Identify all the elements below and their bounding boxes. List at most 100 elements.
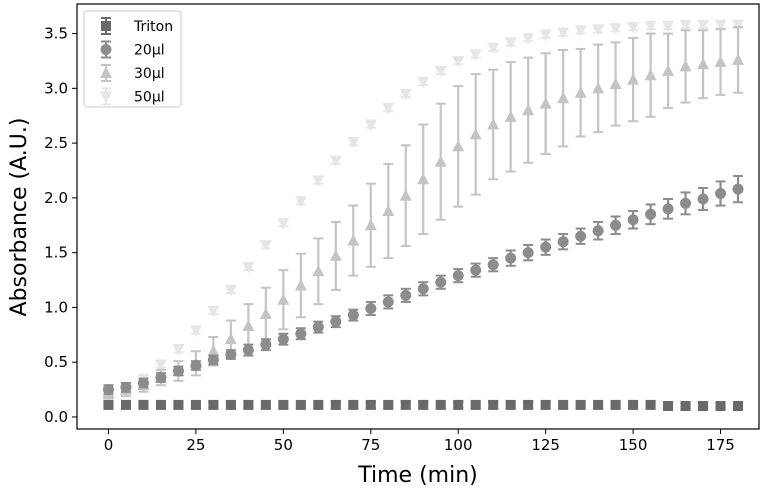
data-point	[505, 252, 517, 264]
data-point	[610, 399, 621, 410]
data-point	[627, 214, 639, 226]
data-point	[504, 110, 517, 122]
legend-label: Triton	[133, 19, 173, 35]
x-tick-label: 75	[361, 436, 380, 454]
data-point	[697, 193, 709, 205]
x-tick-label: 50	[274, 436, 293, 454]
data-point	[295, 399, 306, 410]
data-point	[470, 264, 482, 276]
data-point	[102, 384, 114, 396]
data-point	[662, 20, 675, 33]
data-point	[418, 399, 429, 410]
data-point	[348, 399, 359, 410]
data-point	[207, 344, 220, 357]
data-point	[312, 175, 325, 187]
data-point	[173, 399, 184, 410]
data-point	[644, 68, 657, 81]
data-point	[627, 22, 640, 34]
data-point	[417, 76, 430, 89]
data-point	[714, 19, 727, 32]
data-point	[399, 88, 412, 101]
data-point	[330, 316, 342, 328]
data-point	[365, 303, 377, 315]
series-1	[103, 399, 744, 411]
data-point	[575, 399, 586, 410]
data-point	[329, 249, 342, 261]
data-point	[294, 196, 307, 208]
series-2	[102, 174, 744, 396]
y-tick-label: 2.0	[44, 189, 68, 207]
legend-entry: 20µl	[100, 40, 165, 59]
data-point	[329, 155, 342, 168]
data-point	[522, 247, 534, 259]
data-point	[540, 241, 552, 253]
data-point	[628, 399, 639, 410]
data-point	[259, 307, 272, 319]
legend-marker	[100, 44, 112, 55]
x-axis-label: Time (min)	[357, 463, 478, 488]
y-tick-label: 0.5	[44, 353, 68, 371]
data-point	[452, 55, 465, 68]
data-point	[330, 399, 341, 410]
data-point	[382, 204, 395, 217]
data-point	[539, 29, 552, 42]
data-point	[504, 37, 517, 49]
data-point	[225, 349, 237, 361]
data-point	[190, 359, 202, 371]
data-point	[697, 57, 710, 70]
data-point	[663, 400, 674, 411]
data-point	[557, 91, 570, 104]
data-point	[208, 399, 219, 410]
data-point	[155, 372, 167, 384]
data-point	[224, 332, 237, 345]
data-point	[505, 399, 516, 410]
data-point	[365, 399, 376, 410]
data-point	[103, 399, 114, 410]
data-point	[592, 81, 605, 94]
data-point	[242, 261, 255, 274]
data-point	[190, 399, 201, 410]
y-tick-label: 1.0	[44, 298, 68, 316]
data-point	[540, 399, 551, 410]
data-point	[574, 25, 587, 37]
data-point	[260, 339, 272, 351]
data-point	[347, 234, 360, 246]
data-point	[662, 64, 675, 76]
x-tick-label: 175	[706, 436, 735, 454]
legend-entry: 30µl	[100, 64, 165, 82]
series-layer	[102, 19, 745, 411]
data-point	[259, 239, 272, 252]
data-point	[539, 97, 552, 109]
data-point	[189, 325, 202, 337]
data-point	[698, 400, 709, 411]
data-point	[609, 23, 622, 35]
x-tick-label: 125	[531, 436, 560, 454]
legend-marker	[101, 21, 111, 31]
data-point	[610, 219, 622, 231]
data-point	[224, 284, 237, 297]
legend-label: 30µl	[134, 66, 165, 82]
data-point	[452, 270, 464, 282]
data-point	[697, 19, 710, 32]
legend: Triton 20µl 30µl 50µl	[83, 10, 182, 108]
data-point	[138, 399, 149, 410]
data-point	[383, 399, 394, 410]
data-point	[680, 197, 692, 209]
legend-marker	[100, 91, 112, 103]
y-tick-label: 2.5	[44, 134, 68, 152]
data-point	[417, 172, 430, 185]
y-axis-label: Absorbance (A.U.)	[7, 118, 32, 317]
data-point	[487, 259, 499, 271]
data-point	[645, 208, 657, 220]
data-point	[732, 19, 745, 32]
data-point	[434, 155, 447, 167]
series-3	[102, 26, 745, 400]
data-point	[364, 119, 377, 131]
data-point	[574, 86, 587, 98]
data-point	[172, 344, 185, 356]
data-point	[522, 103, 535, 116]
data-point	[469, 49, 482, 61]
legend-label: 50µl	[134, 90, 165, 106]
data-point	[645, 399, 656, 410]
